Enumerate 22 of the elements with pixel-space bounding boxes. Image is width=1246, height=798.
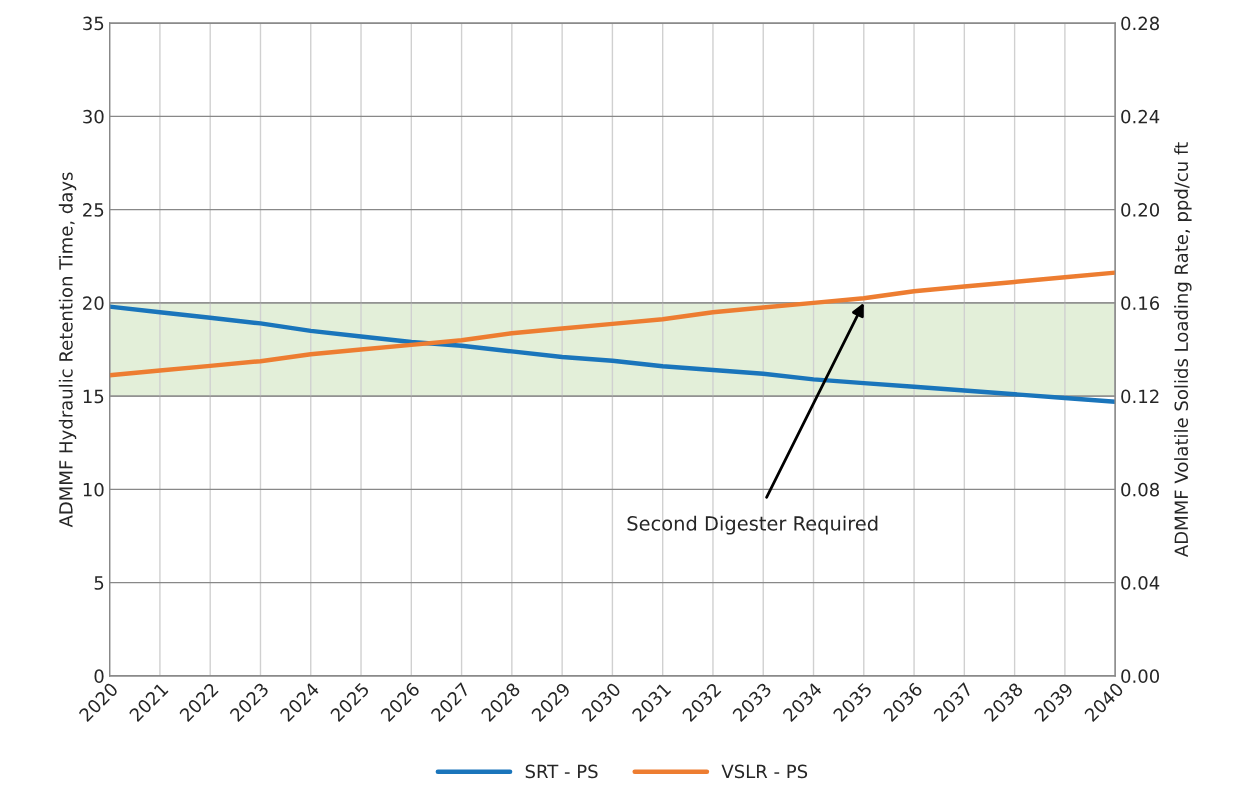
y2-tick-label: 0.08: [1121, 482, 1159, 497]
y-axis-title: ADMMF Hydraulic Retention Time, days: [58, 172, 77, 528]
y-tick-label: 0: [94, 669, 104, 684]
y-tick-label: 10: [83, 482, 104, 497]
y2-tick-label: 0.24: [1121, 109, 1160, 124]
y-tick-label: 35: [83, 16, 104, 31]
legend-label: SRT - PS: [525, 764, 598, 779]
y-tick-label: 25: [83, 203, 104, 217]
y2-tick-label: 0.00: [1121, 669, 1160, 684]
y-tick-label: 30: [83, 109, 104, 124]
line-series: [109, 270, 1116, 378]
y-tick-label: 5: [94, 576, 104, 590]
y2-tick-label: 0.28: [1121, 16, 1159, 31]
y2-axis-title: ADMMF Volatile Solids Loading Rate, ppd/cu ft: [1174, 142, 1192, 558]
annotation: Second Digester Required: [627, 515, 878, 535]
y-tick-label: 20: [83, 296, 104, 311]
y2-tick-label: 0.12: [1121, 389, 1159, 404]
y2-tick-label: 0.04: [1121, 576, 1160, 590]
y2-tick-label: 0.20: [1121, 203, 1160, 217]
y2-tick-label: 0.16: [1121, 296, 1160, 311]
legend-label: VSLR - PS: [721, 764, 808, 779]
y-tick-label: 15: [83, 389, 104, 404]
